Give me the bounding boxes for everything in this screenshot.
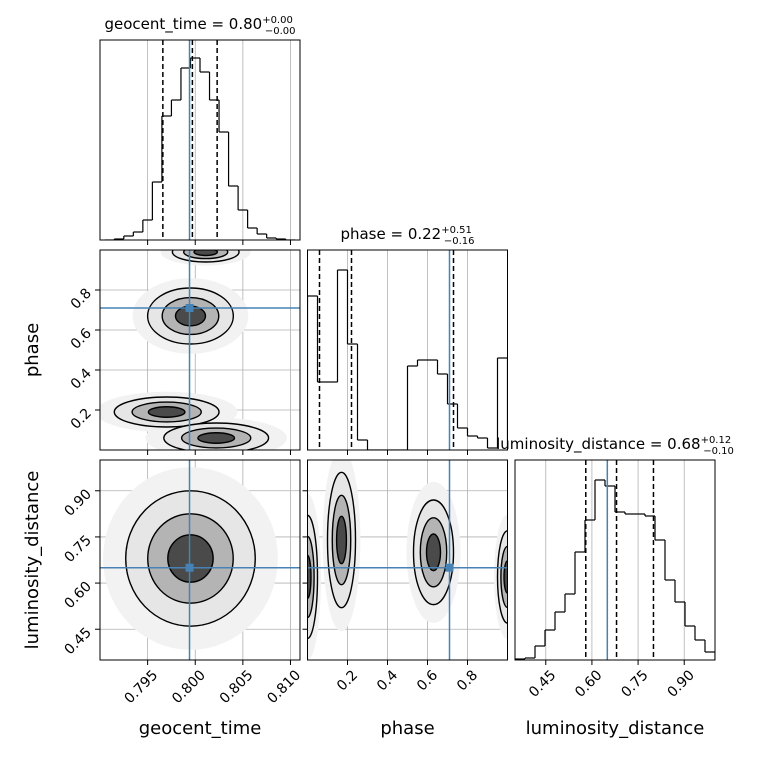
y-axis-label: luminosity_distance	[22, 471, 43, 650]
y-tick-label: 0.60	[61, 579, 94, 612]
panel-frame	[514, 459, 716, 661]
y-tick-label: 0.4	[68, 365, 95, 392]
panel-title: phase = 0.22+0.51 −0.16	[340, 225, 474, 247]
panel	[104, 40, 296, 240]
panel-frame	[307, 459, 508, 661]
title-lower: −0.16	[444, 236, 475, 247]
title-text: geocent_time = 0.80	[105, 15, 263, 34]
x-tick-label: 0.805	[217, 667, 257, 707]
panel-frame	[99, 249, 301, 451]
title-upper: +0.00	[262, 15, 293, 26]
density-contour	[335, 515, 348, 565]
y-tick-label: 0.8	[68, 286, 95, 313]
panel	[515, 460, 715, 660]
panel	[307, 460, 508, 660]
density-contour	[167, 534, 214, 583]
truth-marker	[185, 563, 194, 572]
x-tick-label: 0.2	[334, 667, 361, 694]
y-tick-label: 0.2	[68, 406, 95, 433]
panel-frame	[99, 39, 301, 241]
density-contour	[147, 406, 186, 418]
density-contour	[425, 533, 442, 572]
y-tick-label: 0.45	[61, 625, 94, 658]
title-upper: +0.51	[441, 225, 472, 236]
truth-marker	[445, 563, 454, 572]
density-contour	[307, 554, 312, 600]
density-contour	[503, 560, 508, 594]
density-contour	[197, 432, 236, 444]
x-tick-label: 0.795	[122, 667, 162, 707]
x-tick-label: 0.4	[374, 667, 401, 694]
x-tick-label: 0.810	[264, 667, 304, 707]
x-tick-label: 0.60	[572, 667, 605, 700]
y-tick-label: 0.90	[61, 486, 94, 519]
y-axis-label: phase	[22, 323, 43, 377]
x-axis-label: geocent_time	[139, 718, 262, 739]
truth-marker	[185, 304, 194, 312]
panel	[100, 460, 300, 660]
title-lower: −0.00	[265, 26, 296, 37]
x-tick-label: 0.8	[454, 667, 481, 694]
x-tick-label: 0.45	[526, 667, 559, 700]
y-tick-label: 0.75	[61, 532, 94, 565]
panel	[307, 250, 508, 450]
x-tick-label: 0.90	[664, 667, 697, 700]
title-text: phase = 0.22	[340, 225, 441, 243]
x-axis-label: phase	[380, 718, 434, 739]
title-lower: −0.10	[703, 446, 734, 457]
title-text: luminosity_distance = 0.68	[496, 435, 700, 454]
panel-frame	[99, 459, 301, 661]
x-axis-label: luminosity_distance	[526, 718, 705, 739]
x-tick-label: 0.800	[169, 667, 209, 707]
panel-title: geocent_time = 0.80+0.00 −0.00	[105, 15, 296, 37]
x-tick-label: 0.6	[414, 667, 441, 694]
x-tick-label: 0.75	[618, 667, 651, 700]
panel	[100, 250, 300, 450]
panel-title: luminosity_distance = 0.68+0.12 −0.10	[496, 435, 734, 457]
density-contour	[193, 250, 219, 257]
title-upper: +0.12	[701, 435, 732, 446]
panel-frame	[307, 249, 508, 451]
y-tick-label: 0.6	[68, 325, 95, 352]
